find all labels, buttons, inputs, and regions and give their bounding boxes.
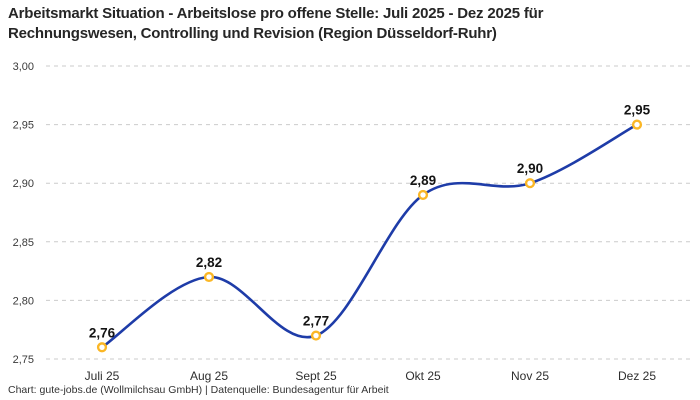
data-point-label: 2,82 <box>196 255 222 270</box>
y-tick-label: 2,80 <box>13 295 34 307</box>
chart-title-line2: Rechnungswesen, Controlling und Revision… <box>8 24 497 42</box>
x-tick-label: Aug 25 <box>190 369 228 383</box>
series-path <box>100 123 639 349</box>
y-tick-label: 3,00 <box>13 61 34 73</box>
data-point-markers <box>96 119 643 353</box>
data-point-marker <box>96 342 108 353</box>
data-point-marker <box>631 119 643 130</box>
data-point-marker <box>203 271 215 283</box>
y-axis-labels: 2,75 2,80 2,85 2,90 2,95 3,00 <box>13 61 34 366</box>
data-point-marker <box>524 178 536 189</box>
y-tick-label: 2,90 <box>13 178 34 190</box>
y-tick-label: 2,85 <box>13 237 34 249</box>
gridlines <box>46 65 692 360</box>
data-point-marker <box>417 189 429 201</box>
x-tick-label: Juli 25 <box>85 369 120 383</box>
x-tick-label: Nov 25 <box>511 369 549 383</box>
chart-title: Arbeitsmarkt Situation - Arbeitslose pro… <box>8 4 692 44</box>
chart-title-line1: Arbeitsmarkt Situation - Arbeitslose pro… <box>8 5 544 22</box>
data-point-label: 2,95 <box>624 103 651 118</box>
data-point-label: 2,76 <box>89 325 116 340</box>
y-tick-label: 2,75 <box>13 354 34 366</box>
line-series <box>100 123 639 349</box>
data-point-label: 2,77 <box>303 314 329 329</box>
data-point-marker <box>310 330 322 341</box>
x-axis-labels: Juli 25 Aug 25 Sept 25 Okt 25 Nov 25 Dez 25 <box>85 369 657 383</box>
data-point-label: 2,90 <box>517 161 543 176</box>
x-tick-label: Okt 25 <box>405 369 441 383</box>
data-point-label: 2,89 <box>410 173 436 188</box>
chart-credit: Chart: gute-jobs.de (Wollmilchsau GmbH) … <box>8 384 389 396</box>
x-tick-label: Sept 25 <box>295 369 337 383</box>
y-tick-label: 2,95 <box>13 120 34 132</box>
data-point-labels: 2,76 2,82 2,77 2,89 2,90 2,95 <box>89 103 651 341</box>
x-tick-label: Dez 25 <box>618 369 656 383</box>
